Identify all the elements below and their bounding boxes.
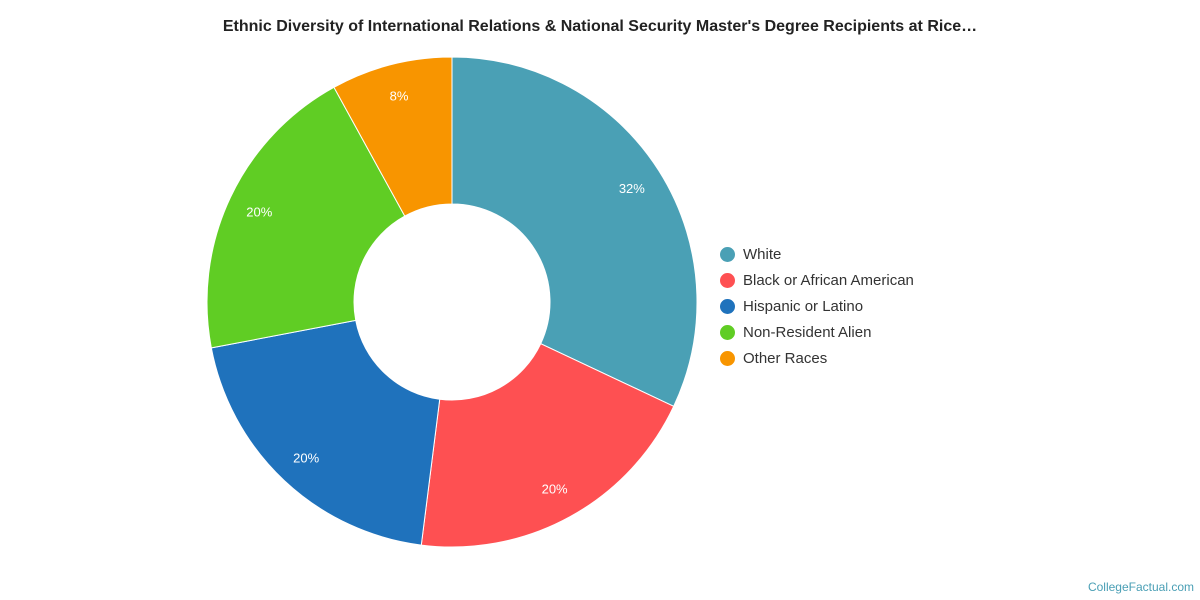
legend-marker (720, 298, 735, 314)
legend-marker (720, 246, 735, 262)
legend-item[interactable]: Non-Resident Alien (720, 319, 914, 345)
legend-label: Other Races (743, 349, 828, 367)
chart-title: Ethnic Diversity of International Relati… (222, 18, 978, 35)
legend-label: Black or African American (743, 271, 914, 289)
slice-non-resident-alien[interactable] (206, 86, 406, 349)
legend-label: White (743, 245, 782, 263)
data-label: 20% (293, 450, 319, 465)
legend-item[interactable]: Other Races (720, 345, 914, 371)
slice-hispanic-or-latino[interactable] (210, 319, 441, 546)
legend-marker (720, 324, 735, 340)
legend-label: Hispanic or Latino (743, 297, 864, 315)
legend-label: Non-Resident Alien (743, 323, 872, 341)
legend-marker (720, 272, 735, 288)
legend-item[interactable]: White (720, 241, 914, 267)
data-label: 8% (390, 89, 409, 104)
legend-item[interactable]: Hispanic or Latino (720, 293, 914, 319)
data-label: 32% (619, 181, 645, 196)
legend-marker (720, 350, 735, 366)
legend: White Black or African American Hispanic o… (720, 241, 914, 371)
slice-other-races[interactable] (333, 56, 453, 217)
data-label: 20% (246, 204, 272, 219)
data-label: 20% (542, 482, 568, 497)
credit-link[interactable]: CollegeFactual.com (1087, 580, 1194, 594)
legend-item[interactable]: Black or African American (720, 267, 914, 293)
slice-black-or-african-american[interactable] (420, 343, 675, 548)
slice-white[interactable] (451, 56, 698, 407)
